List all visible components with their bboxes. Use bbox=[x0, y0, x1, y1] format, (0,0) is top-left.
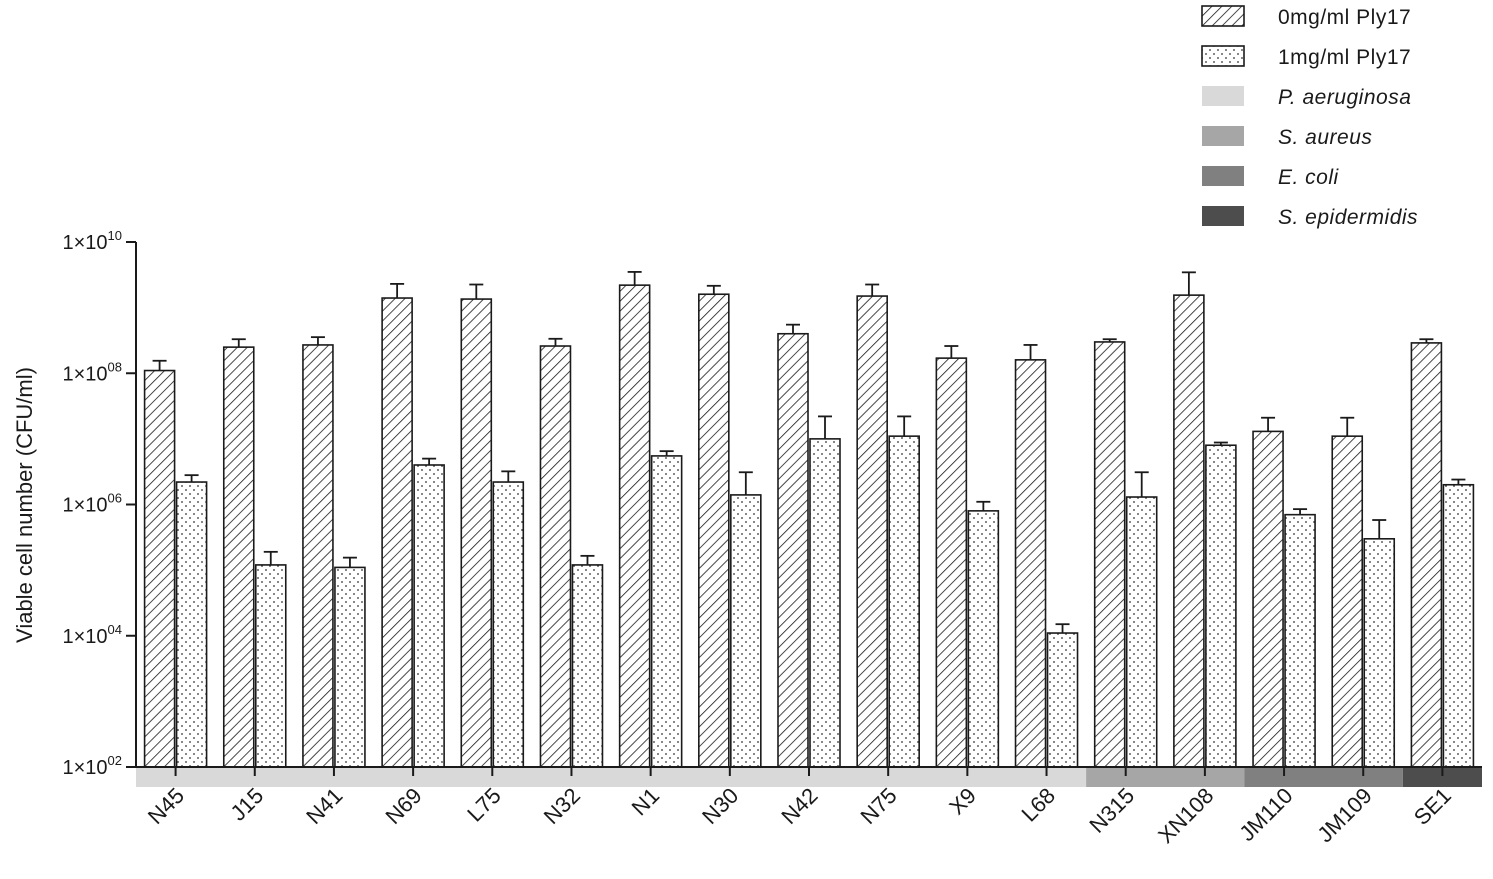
y-axis-label: Viable cell number (CFU/ml) bbox=[12, 367, 37, 643]
legend-label: P. aeruginosa bbox=[1278, 86, 1411, 109]
bar-hatch-N45 bbox=[143, 369, 176, 768]
y-tick-label: 1×1008 bbox=[62, 359, 122, 385]
y-tick-mantissa: 1×10 bbox=[62, 363, 107, 385]
bar-dots-L68 bbox=[1046, 632, 1079, 768]
group-band-3 bbox=[1402, 767, 1482, 787]
bar-dots-JM110 bbox=[1284, 513, 1316, 768]
legend-swatch-group-3 bbox=[1202, 206, 1244, 226]
y-tick-exponent: 10 bbox=[108, 228, 122, 243]
bar-hatch-N32 bbox=[539, 345, 572, 768]
bar-dots-SE1 bbox=[1442, 483, 1475, 768]
legend-swatch-group-0 bbox=[1202, 86, 1244, 106]
x-tick-label: N41 bbox=[301, 783, 347, 829]
legend-label: E. coli bbox=[1278, 166, 1340, 189]
bar-hatch-N69 bbox=[381, 297, 413, 768]
legend-label: S. aureus bbox=[1278, 126, 1372, 149]
legend-label: 0mg/ml Ply17 bbox=[1278, 6, 1411, 29]
bar-dots-L75 bbox=[492, 481, 525, 768]
x-tick-label: X9 bbox=[944, 783, 981, 820]
bar-hatch-L68 bbox=[1014, 359, 1047, 768]
x-tick-label: J15 bbox=[226, 783, 269, 826]
x-tick-label: N1 bbox=[627, 783, 665, 821]
legend-swatch-group-1 bbox=[1202, 126, 1244, 146]
x-tick-label: N42 bbox=[776, 783, 822, 829]
x-tick-label: L75 bbox=[462, 783, 506, 827]
x-tick-label: JM109 bbox=[1312, 783, 1376, 847]
bar-hatch-N30 bbox=[698, 293, 730, 768]
x-tick-label: N69 bbox=[380, 783, 426, 829]
bar-dots-J15 bbox=[254, 564, 287, 768]
y-tick-mantissa: 1×10 bbox=[62, 757, 107, 779]
bar-hatch-JM110 bbox=[1252, 430, 1284, 768]
bar-dots-X9 bbox=[967, 510, 1000, 768]
bar-hatch-X9 bbox=[935, 357, 968, 768]
bar-dots-N42 bbox=[809, 438, 841, 768]
y-tick-exponent: 08 bbox=[108, 359, 122, 374]
bar-dots-N30 bbox=[730, 494, 762, 768]
legend-swatch-dots bbox=[1201, 45, 1245, 67]
legend-label: S. epidermidis bbox=[1278, 206, 1418, 229]
x-tick-label: N315 bbox=[1084, 783, 1139, 838]
x-tick-label: N75 bbox=[855, 783, 901, 829]
y-tick-exponent: 02 bbox=[108, 753, 122, 768]
bar-hatch-N1 bbox=[618, 284, 651, 768]
y-tick-label: 1×1010 bbox=[62, 228, 122, 254]
error-bars bbox=[152, 271, 1466, 634]
y-tick-label: 1×1006 bbox=[62, 491, 122, 517]
bar-hatch-SE1 bbox=[1410, 342, 1443, 768]
bar-hatch-N42 bbox=[777, 332, 809, 768]
bar-hatch-N41 bbox=[302, 344, 334, 768]
x-tick-label: L68 bbox=[1016, 783, 1060, 827]
x-tick-label: N32 bbox=[539, 783, 585, 829]
bar-hatch-JM109 bbox=[1331, 435, 1364, 768]
bar-hatch-N75 bbox=[856, 295, 888, 768]
bar-dots-N1 bbox=[650, 455, 683, 768]
x-tick-label: SE1 bbox=[1409, 783, 1456, 830]
bar-hatch-L75 bbox=[460, 298, 493, 768]
x-tick-label: JM110 bbox=[1234, 783, 1297, 846]
y-tick-exponent: 04 bbox=[108, 622, 122, 637]
bar-dots-JM109 bbox=[1363, 538, 1396, 768]
x-tick-label: N45 bbox=[143, 783, 189, 829]
y-tick-mantissa: 1×10 bbox=[62, 626, 107, 648]
legend: 0mg/ml Ply17 1mg/ml Ply17 P. aeruginosa S. … bbox=[1201, 5, 1418, 229]
bar-hatch-J15 bbox=[222, 346, 255, 768]
bar-dots-N75 bbox=[888, 435, 920, 768]
bar-hatch-N315 bbox=[1093, 341, 1126, 768]
group-band-2 bbox=[1244, 767, 1403, 787]
y-tick-mantissa: 1×10 bbox=[62, 232, 107, 254]
group-band-1 bbox=[1086, 767, 1245, 787]
group-band-0 bbox=[136, 767, 1087, 787]
legend-swatch-group-2 bbox=[1202, 166, 1244, 186]
legend-label: 1mg/ml Ply17 bbox=[1278, 46, 1411, 69]
bar-hatch-XN108 bbox=[1173, 294, 1205, 768]
bar-dots-N315 bbox=[1125, 496, 1158, 768]
series-0mg-bars bbox=[143, 284, 1443, 768]
bar-dots-N32 bbox=[571, 564, 604, 768]
bar-dots-XN108 bbox=[1205, 444, 1237, 768]
y-tick-label: 1×1004 bbox=[62, 622, 122, 648]
y-tick-label: 1×1002 bbox=[62, 753, 122, 779]
bar-dots-N69 bbox=[413, 464, 445, 768]
bar-dots-N45 bbox=[175, 481, 208, 768]
x-tick-label: XN108 bbox=[1153, 783, 1218, 848]
y-tick-mantissa: 1×10 bbox=[62, 495, 107, 517]
x-tick-label: N30 bbox=[697, 783, 743, 829]
y-tick-exponent: 06 bbox=[108, 491, 122, 506]
legend-swatch-hatch bbox=[1201, 5, 1245, 27]
bar-dots-N41 bbox=[334, 566, 366, 768]
